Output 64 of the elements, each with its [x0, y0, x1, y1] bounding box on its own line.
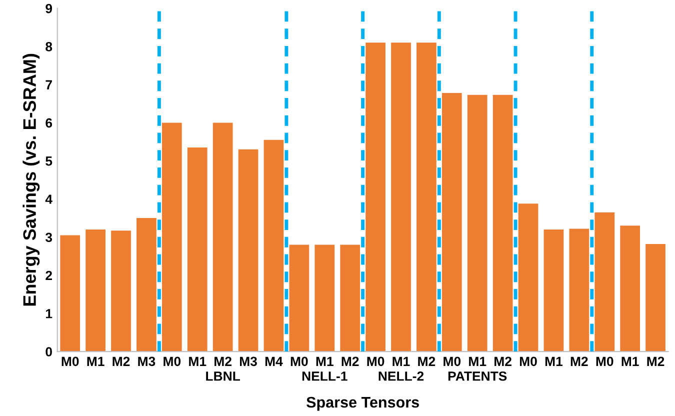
- bar: [238, 149, 258, 352]
- x-axis-title: Sparse Tensors: [306, 396, 419, 411]
- x-tick-label: M1: [545, 356, 563, 366]
- bar: [86, 229, 106, 352]
- bar: [60, 235, 80, 352]
- bar: [136, 218, 156, 352]
- y-tick-label: 5: [46, 156, 52, 166]
- y-tick-label: 9: [46, 4, 52, 14]
- bar: [620, 226, 640, 352]
- x-tick-label: M3: [240, 356, 257, 366]
- bar: [340, 244, 360, 352]
- y-tick-label: 4: [45, 194, 52, 204]
- x-tick-label: M1: [392, 356, 410, 366]
- x-tick-label: M2: [647, 356, 664, 366]
- y-tick-label: 6: [46, 118, 52, 128]
- x-tick-label: M2: [570, 356, 588, 366]
- x-tick-label: M2: [342, 356, 359, 366]
- bar: [544, 229, 564, 352]
- bar: [212, 122, 233, 352]
- x-tick-label: M2: [494, 356, 512, 366]
- bar: [467, 94, 488, 352]
- x-tick-label: M0: [164, 356, 181, 366]
- bar: [492, 94, 513, 352]
- y-tick-label: 8: [46, 42, 52, 52]
- x-tick-label: M0: [62, 356, 79, 366]
- y-tick-label: 2: [46, 270, 52, 280]
- y-tick-label: 7: [46, 80, 52, 90]
- text: NELL-2: [378, 371, 424, 381]
- y-axis-title: Energy Savings (vs. E-SRAM): [22, 54, 40, 306]
- text: LBNL: [206, 372, 240, 381]
- x-tick-label: M0: [290, 356, 308, 366]
- bar: [442, 92, 462, 352]
- y-tick-label: 0: [46, 347, 52, 356]
- y-tick-label: 3: [45, 232, 52, 242]
- x-tick-label: M4: [265, 356, 283, 366]
- bar: [314, 244, 335, 352]
- x-tick-label: M2: [214, 356, 232, 366]
- x-tick-label: M0: [444, 356, 461, 366]
- y-tick-label: 1: [46, 309, 52, 318]
- x-tick-label: M1: [622, 356, 639, 366]
- bar: [111, 230, 131, 352]
- bar: [391, 42, 411, 352]
- x-tick-label: M0: [520, 356, 537, 366]
- bar: [646, 244, 666, 352]
- bar: [366, 42, 386, 352]
- x-tick-label: M1: [87, 356, 104, 366]
- bar: [187, 148, 208, 352]
- bar: [416, 42, 436, 352]
- x-tick-label: M0: [596, 356, 614, 366]
- text: PATENTS: [448, 371, 507, 381]
- x-tick-label: M1: [316, 356, 334, 366]
- x-tick-label: M1: [189, 356, 206, 366]
- text: NELL-1: [302, 372, 348, 381]
- x-tick-label: M2: [418, 356, 436, 366]
- bar: [264, 140, 284, 352]
- x-tick-label: M0: [367, 356, 384, 366]
- x-tick-label: M3: [138, 356, 156, 366]
- bar: [289, 244, 310, 352]
- x-tick-label: M2: [112, 356, 130, 366]
- bar: [594, 212, 615, 352]
- bar: [569, 228, 590, 352]
- bar: [162, 122, 182, 352]
- bar: [518, 204, 538, 352]
- x-tick-label: M1: [469, 356, 486, 366]
